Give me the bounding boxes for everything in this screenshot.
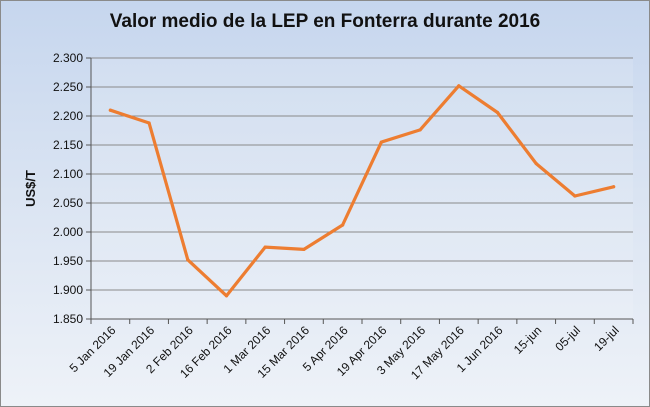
data-point (495, 110, 500, 115)
series-line (108, 84, 616, 298)
y-tick-label: 1.850 (53, 312, 83, 326)
data-point (147, 121, 151, 125)
y-tick-label: 1.950 (53, 254, 83, 268)
y-tick-label: 2.000 (53, 225, 83, 239)
data-point (263, 245, 267, 249)
data-point (534, 161, 538, 166)
x-tick-label: 05-jul (552, 323, 583, 354)
series-layer (108, 84, 616, 298)
data-point (457, 84, 461, 88)
data-point (612, 185, 616, 189)
data-point (108, 108, 112, 112)
data-point (186, 258, 190, 262)
y-tick-label: 1.900 (53, 283, 83, 297)
data-point (418, 128, 422, 132)
y-tick-label: 2.250 (53, 80, 83, 94)
y-tick-label: 2.050 (53, 196, 83, 210)
y-tick-labels: 1.850 1.900 1.950 2.000 2.050 2.100 2.150 2.200… (53, 51, 83, 326)
chart-title: Valor medio de la LEP en Fonterra durant… (109, 11, 541, 32)
y-tick-label: 2.150 (53, 138, 83, 152)
y-tick-label: 2.100 (53, 167, 83, 181)
y-tick-label: 2.300 (53, 51, 83, 65)
x-tick-label: 19-jul (591, 323, 622, 354)
data-point (341, 223, 345, 227)
data-point (379, 140, 383, 144)
data-point (573, 194, 577, 198)
y-tick-label: 2.200 (53, 109, 83, 123)
plot-area (91, 58, 633, 319)
data-point (224, 294, 229, 298)
data-point (302, 247, 306, 251)
y-axis-label: US$/T (23, 170, 38, 207)
x-tick-label: 15-jun (511, 323, 544, 356)
grid-layer (86, 57, 634, 324)
